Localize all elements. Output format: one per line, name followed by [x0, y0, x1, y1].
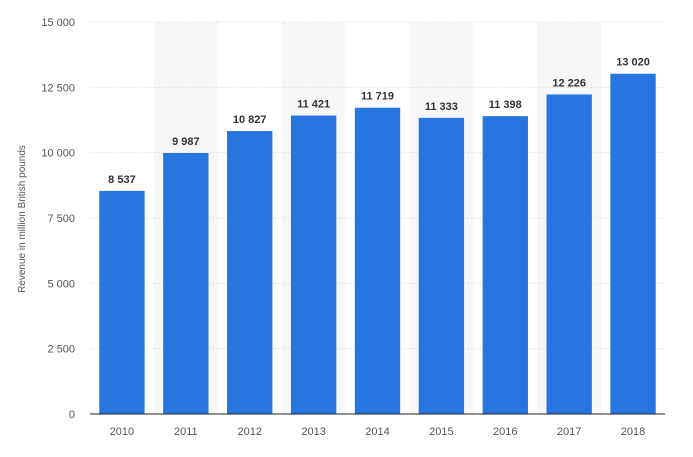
bar [354, 107, 401, 414]
data-label: 11 333 [425, 101, 458, 113]
bar [227, 131, 273, 415]
x-tick-label: 2016 [493, 426, 517, 438]
x-tick-label: 2014 [365, 426, 389, 438]
y-tick-label: 0 [69, 409, 75, 421]
data-label: 9 987 [172, 136, 200, 148]
bar [163, 153, 209, 414]
bar [290, 115, 337, 415]
bar [99, 190, 145, 414]
data-label: 8 537 [108, 174, 136, 186]
data-label: 10 827 [233, 114, 267, 126]
data-label: 11 421 [297, 99, 330, 111]
y-tick-label: 5 000 [47, 278, 75, 290]
bar [610, 73, 656, 414]
x-axis-ticks: 2010 2011 2012 2013 2014 2015 2016 2017 2018 [110, 426, 646, 438]
y-tick-label: 10 000 [41, 148, 75, 160]
x-tick-label: 2011 [174, 426, 198, 438]
data-label: 12 226 [552, 77, 586, 89]
bar [482, 116, 528, 414]
y-tick-label: 7 500 [47, 213, 75, 225]
x-tick-label: 2010 [110, 426, 134, 438]
bars [99, 73, 656, 415]
x-tick-label: 2015 [429, 426, 453, 438]
bar [418, 117, 465, 414]
x-tick-label: 2017 [557, 426, 581, 438]
data-label: 11 398 [489, 99, 522, 111]
x-tick-label: 2018 [621, 426, 645, 438]
bar [546, 94, 592, 414]
y-axis-ticks: 0 2 500 5 000 7 500 10 000 12 500 15 000 [41, 17, 75, 421]
data-label: 13 020 [616, 57, 650, 69]
y-tick-label: 12 500 [41, 82, 75, 94]
y-axis-title: Revenue in million British pounds [17, 145, 28, 293]
data-label: 11 719 [361, 91, 394, 103]
data-labels: 8 537 9 987 10 827 11 421 11 719 11 333 11 398… [108, 57, 650, 186]
x-tick-label: 2013 [301, 426, 325, 438]
y-tick-label: 2 500 [47, 344, 75, 356]
y-tick-label: 15 000 [41, 17, 75, 29]
x-tick-label: 2012 [237, 426, 261, 438]
